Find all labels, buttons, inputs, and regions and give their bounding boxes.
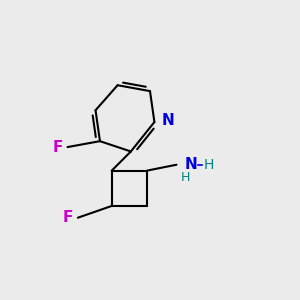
Text: H: H	[181, 172, 190, 184]
Text: F: F	[63, 210, 74, 225]
Text: N: N	[185, 157, 198, 172]
Text: F: F	[53, 140, 63, 154]
Text: H: H	[204, 158, 214, 172]
Text: N: N	[162, 113, 175, 128]
